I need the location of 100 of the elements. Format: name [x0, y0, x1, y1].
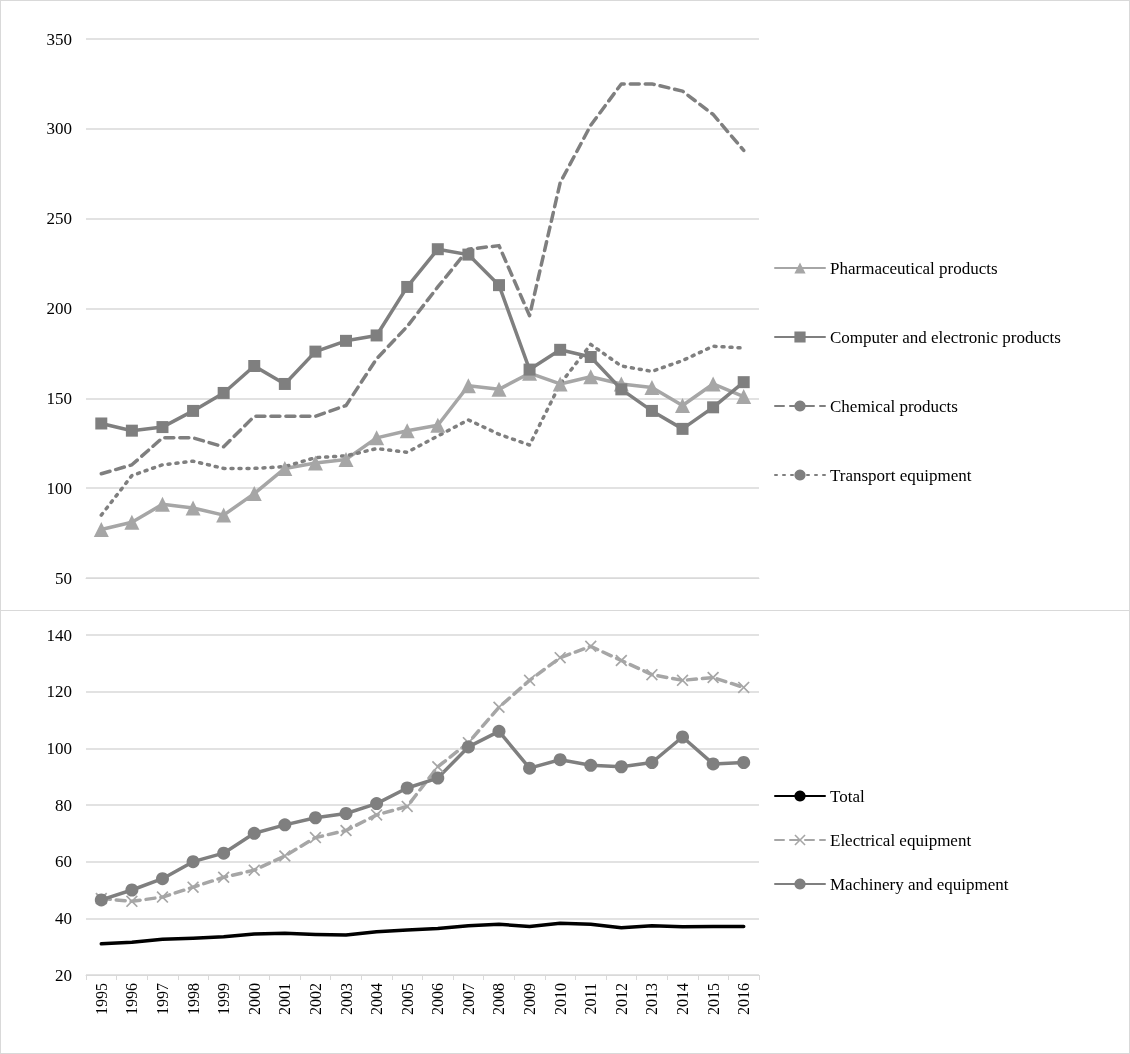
point	[399, 423, 415, 439]
x-tick-label: 2011	[582, 983, 600, 1015]
point	[340, 334, 353, 347]
x-tick-label: 2009	[521, 983, 539, 1015]
y-tick-label: 150	[46, 388, 72, 408]
point	[676, 730, 690, 744]
y-tick-label: 140	[46, 625, 72, 645]
y-tick-label: 100	[46, 738, 72, 758]
point	[676, 422, 689, 435]
point	[338, 451, 354, 467]
line-series	[99, 921, 746, 946]
point	[523, 363, 536, 376]
point	[584, 758, 598, 772]
point	[307, 455, 323, 471]
point	[125, 424, 138, 437]
x-tick-label: 2004	[368, 983, 386, 1015]
y-tick-label: 50	[55, 568, 72, 588]
legend-label: Computer and electronic products	[830, 327, 1061, 347]
point	[248, 864, 261, 877]
point	[95, 417, 108, 430]
point	[278, 377, 291, 390]
point	[401, 280, 414, 293]
x-tick-label: 1996	[123, 983, 141, 1015]
point	[125, 883, 139, 897]
point	[155, 872, 169, 886]
point	[186, 855, 200, 869]
point	[491, 381, 507, 397]
x-tick-label: 2012	[612, 983, 630, 1015]
point	[523, 761, 537, 775]
y-tick-label: 300	[46, 119, 72, 139]
point	[614, 760, 628, 774]
point	[400, 781, 414, 795]
point	[309, 831, 322, 844]
x-tick-label: 2003	[337, 983, 355, 1015]
point	[737, 376, 750, 389]
point	[216, 507, 232, 523]
point	[246, 486, 262, 502]
point	[584, 351, 597, 364]
point	[309, 345, 322, 358]
point	[615, 654, 628, 667]
point	[247, 826, 261, 840]
legend-label: Total	[830, 786, 865, 806]
point	[217, 871, 230, 884]
x-tick-label: 2005	[398, 983, 416, 1015]
point	[369, 430, 385, 446]
y-tick-label: 200	[46, 299, 72, 318]
x-tick-label: 2015	[704, 983, 722, 1015]
legend-label: Chemical products	[830, 396, 958, 416]
point	[339, 807, 353, 820]
point	[431, 243, 444, 256]
point	[676, 674, 689, 687]
point	[93, 521, 109, 537]
legend-label: Machinery and equipment	[830, 874, 1009, 894]
point	[675, 398, 691, 414]
point	[523, 674, 536, 687]
point	[554, 343, 567, 356]
point	[187, 881, 200, 894]
x-tick-label: 2016	[735, 983, 753, 1015]
point	[736, 389, 752, 405]
point	[431, 760, 444, 773]
x-tick-label: 1999	[215, 983, 233, 1015]
point	[462, 248, 475, 261]
x-tick-label: 2000	[245, 983, 263, 1015]
point	[370, 329, 383, 342]
point	[278, 818, 292, 832]
x-tick-label: 2014	[674, 983, 692, 1015]
point	[644, 380, 660, 396]
point	[583, 369, 599, 385]
point	[492, 724, 506, 738]
x-tick-label: 1997	[153, 983, 171, 1015]
point	[615, 383, 628, 396]
point	[552, 376, 568, 392]
point	[187, 404, 200, 417]
x-tick-label: 2001	[276, 983, 294, 1015]
y-tick-label: 350	[46, 29, 72, 49]
x-tick-label: 2013	[643, 983, 661, 1015]
point	[492, 279, 505, 292]
point	[154, 496, 170, 512]
y-tick-label: 20	[55, 965, 72, 985]
point	[584, 640, 597, 653]
point	[278, 850, 291, 862]
point	[370, 797, 384, 811]
point	[707, 401, 720, 414]
x-tick-label: 2002	[306, 983, 324, 1015]
legend-label: Pharmaceutical products	[830, 258, 998, 278]
point	[156, 421, 169, 434]
legend-label: Transport equipment	[830, 465, 972, 485]
point	[217, 386, 230, 399]
point	[185, 500, 201, 516]
point	[706, 757, 720, 771]
y-tick-label: 120	[46, 682, 72, 702]
point	[737, 756, 751, 769]
point	[248, 359, 261, 372]
x-tick-label: 1998	[184, 983, 202, 1015]
y-tick-label: 250	[46, 209, 72, 229]
x-tick-label: 2008	[490, 983, 508, 1015]
x-tick-label: 2007	[459, 983, 477, 1015]
y-tick-label: 40	[55, 908, 72, 928]
y-tick-label: 100	[46, 478, 72, 498]
x-tick-label: 1995	[92, 983, 110, 1015]
